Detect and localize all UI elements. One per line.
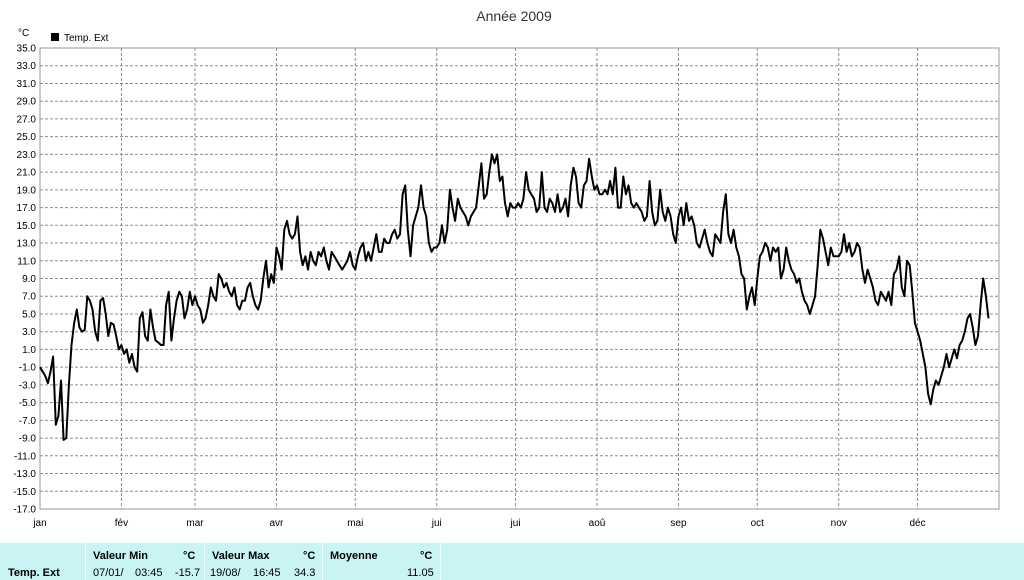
y-axis-ticks: 35.0 33.0 31.0 29.0 27.0 25.0 23.0 21.0 19.0 17.0…	[13, 44, 36, 516]
y-tick-label: 15.0	[17, 221, 37, 232]
max-value: 34.3	[294, 567, 316, 579]
y-tick-label: 33.0	[17, 61, 37, 72]
y-tick-label: -11.0	[14, 451, 36, 462]
stats-min-cell: Valeur Min °C 07/01/ 03:45 -15.7	[86, 543, 204, 580]
min-value: -15.7	[175, 567, 201, 579]
x-tick-label: avr	[270, 518, 285, 529]
legend-label: Temp. Ext	[64, 33, 109, 44]
max-unit: °C	[303, 550, 316, 562]
max-date: 19/08/	[210, 567, 241, 579]
y-tick-label: -5.0	[19, 398, 37, 409]
max-header: Valeur Max	[212, 550, 270, 562]
y-tick-label: 23.0	[17, 150, 37, 161]
legend-swatch	[51, 33, 59, 41]
stats-separator	[322, 543, 323, 580]
x-tick-label: mar	[186, 518, 204, 529]
x-tick-label: aoû	[589, 518, 606, 529]
temperature-chart: Année 2009 °C Temp. Ext 35.0 33.0 31.0 29.0…	[13, 8, 1000, 529]
y-tick-label: 13.0	[17, 239, 37, 250]
y-tick-label: 1.0	[22, 345, 36, 356]
plot-frame	[39, 47, 1000, 510]
y-tick-label: -1.0	[19, 363, 37, 374]
y-tick-label: 21.0	[17, 168, 37, 179]
stats-row-label-cell: Temp. Ext	[0, 543, 85, 580]
min-header: Valeur Min	[93, 550, 149, 562]
x-tick-label: mai	[347, 518, 363, 529]
y-tick-label: 29.0	[17, 97, 37, 108]
chart-title: Année 2009	[476, 8, 552, 24]
max-time: 16:45	[253, 567, 281, 579]
avg-value: 11.05	[407, 567, 434, 579]
min-time: 03:45	[135, 567, 163, 579]
y-tick-label: -17.0	[13, 505, 36, 516]
stats-row-label: Temp. Ext	[8, 567, 60, 579]
avg-unit: °C	[420, 550, 433, 562]
y-tick-label: 7.0	[22, 292, 36, 303]
y-tick-label: -3.0	[19, 380, 37, 391]
y-tick-label: 25.0	[17, 132, 37, 143]
x-tick-label: jui	[510, 518, 521, 529]
min-unit: °C	[183, 550, 196, 562]
x-tick-label: sep	[670, 518, 687, 529]
x-tick-label: jan	[32, 518, 46, 529]
y-tick-label: 5.0	[22, 309, 36, 320]
x-axis-ticks: jan fév mar avr mai jui jui aoû sep oct nov déc	[32, 518, 925, 529]
y-tick-label: 19.0	[17, 185, 37, 196]
y-tick-label: 31.0	[17, 79, 37, 90]
y-tick-label: 27.0	[17, 114, 37, 125]
x-tick-label: oct	[751, 518, 765, 529]
series-line-temp-ext	[39, 153, 990, 441]
y-tick-label: 3.0	[22, 327, 36, 338]
y-tick-label: 11.0	[17, 256, 36, 267]
y-tick-label: -15.0	[13, 487, 36, 498]
y-tick-label: -13.0	[13, 469, 36, 480]
stats-separator	[440, 543, 441, 580]
min-date: 07/01/	[93, 567, 124, 579]
stats-table: Temp. Ext Valeur Min °C 07/01/ 03:45 -15…	[0, 543, 1024, 580]
avg-header: Moyenne	[330, 550, 378, 562]
stats-separator	[85, 543, 86, 580]
y-tick-label: -7.0	[19, 416, 37, 427]
y-tick-label: -9.0	[19, 434, 37, 445]
stats-avg-cell: Moyenne °C 11.05	[323, 543, 440, 580]
x-tick-label: jui	[431, 518, 442, 529]
y-axis-unit: °C	[18, 28, 29, 39]
y-tick-label: 17.0	[17, 203, 37, 214]
stats-separator	[204, 543, 205, 580]
grid	[40, 48, 999, 509]
stats-max-cell: Valeur Max °C 19/08/ 16:45 34.3	[205, 543, 322, 580]
x-tick-label: déc	[909, 518, 925, 529]
y-tick-label: 35.0	[17, 44, 37, 55]
x-tick-label: nov	[831, 518, 847, 529]
y-tick-label: 9.0	[22, 274, 36, 285]
x-tick-label: fév	[115, 518, 128, 529]
